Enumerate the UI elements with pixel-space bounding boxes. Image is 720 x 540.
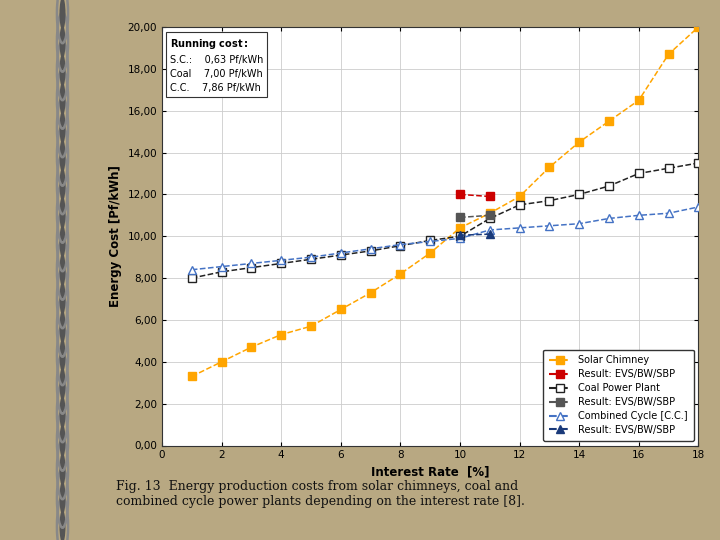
Circle shape: [60, 111, 66, 144]
Circle shape: [60, 396, 66, 429]
Text: $\mathbf{Running\ cost:}$
S.C.:    0,63 Pf/kWh
Coal    7,00 Pf/kWh
C.C.    7,86 : $\mathbf{Running\ cost:}$ S.C.: 0,63 Pf/…: [170, 37, 264, 93]
Circle shape: [60, 254, 66, 286]
Circle shape: [60, 482, 66, 514]
Circle shape: [60, 225, 66, 258]
Circle shape: [60, 55, 66, 87]
Circle shape: [60, 453, 66, 485]
Circle shape: [60, 26, 66, 58]
Circle shape: [60, 510, 66, 540]
Y-axis label: Energy Cost [Pf/kWh]: Energy Cost [Pf/kWh]: [109, 165, 122, 307]
Circle shape: [60, 282, 66, 315]
Circle shape: [60, 339, 66, 372]
Legend: Solar Chimney, Result: EVS/BW/SBP, Coal Power Plant, Result: EVS/BW/SBP, Combine: Solar Chimney, Result: EVS/BW/SBP, Coal …: [543, 349, 693, 441]
Circle shape: [60, 83, 66, 115]
Circle shape: [60, 168, 66, 201]
Circle shape: [60, 0, 66, 30]
Circle shape: [60, 197, 66, 229]
X-axis label: Interest Rate  [%]: Interest Rate [%]: [371, 466, 490, 479]
Circle shape: [60, 140, 66, 172]
Text: Fig. 13  Energy production costs from solar chimneys, coal and
combined cycle po: Fig. 13 Energy production costs from sol…: [116, 480, 525, 508]
Circle shape: [60, 311, 66, 343]
Circle shape: [60, 425, 66, 457]
Circle shape: [60, 368, 66, 400]
